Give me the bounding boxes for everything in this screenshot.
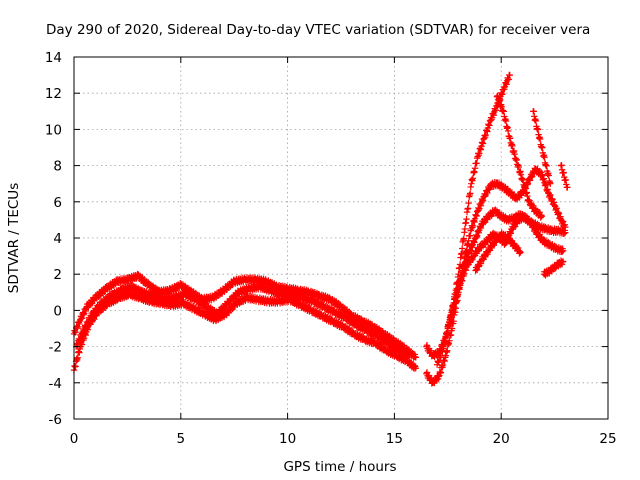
y-tick-label: 6 bbox=[53, 195, 62, 211]
data-point bbox=[564, 184, 571, 191]
x-tick-label: 20 bbox=[493, 431, 510, 447]
y-tick-label: -4 bbox=[49, 376, 62, 392]
series-satellite-track-A bbox=[70, 270, 419, 361]
data-point bbox=[461, 225, 469, 233]
series-satellite-track-J bbox=[530, 108, 554, 187]
x-axis-tick-labels: 0 5 10 15 20 25 bbox=[70, 431, 617, 447]
data-point bbox=[559, 247, 567, 254]
data-point bbox=[465, 199, 472, 207]
data-point bbox=[547, 180, 554, 187]
data-point bbox=[545, 172, 552, 179]
data-point bbox=[459, 245, 466, 252]
chart-title: Day 290 of 2020, Sidereal Day-to-day VTE… bbox=[46, 22, 590, 38]
data-point bbox=[562, 229, 569, 236]
y-tick-label: -2 bbox=[49, 340, 62, 356]
data-point bbox=[532, 117, 540, 125]
x-axis-label: GPS time / hours bbox=[283, 459, 396, 475]
data-point bbox=[460, 235, 468, 242]
data-point bbox=[536, 135, 544, 143]
x-tick-label: 0 bbox=[70, 431, 79, 447]
data-point bbox=[506, 71, 513, 79]
data-point bbox=[559, 258, 567, 265]
data-point bbox=[463, 215, 470, 223]
data-point bbox=[412, 365, 419, 372]
series-satellite-track-L bbox=[557, 162, 571, 191]
y-tick-label: 4 bbox=[53, 231, 62, 247]
axis-ticks bbox=[73, 56, 609, 420]
grid-lines bbox=[74, 57, 608, 419]
series-satellite-track-G bbox=[444, 212, 567, 332]
data-point bbox=[502, 117, 510, 125]
data-point bbox=[469, 175, 477, 182]
x-tick-label: 5 bbox=[177, 431, 186, 447]
series-satellite-track-K bbox=[540, 257, 567, 279]
y-tick-label: -6 bbox=[49, 412, 62, 428]
data-point bbox=[467, 190, 474, 197]
y-tick-label: 2 bbox=[53, 267, 62, 283]
y-tick-label: 10 bbox=[45, 122, 62, 138]
y-tick-label: 12 bbox=[45, 86, 62, 102]
data-point bbox=[444, 347, 451, 354]
y-axis-tick-labels: -6 -4 -2 0 2 4 6 8 10 12 14 bbox=[45, 50, 62, 428]
series-satellite-track-C bbox=[70, 289, 419, 374]
series-satellite-track-H bbox=[472, 229, 524, 274]
x-tick-label: 15 bbox=[386, 431, 403, 447]
y-axis-label: SDTVAR / TECUs bbox=[6, 183, 22, 293]
series-satellite-track-I bbox=[493, 92, 545, 221]
data-point bbox=[517, 249, 524, 256]
y-tick-label: 14 bbox=[45, 50, 62, 66]
x-tick-label: 25 bbox=[599, 431, 616, 447]
data-points bbox=[70, 71, 571, 387]
data-point bbox=[441, 338, 449, 345]
data-point bbox=[541, 154, 548, 161]
y-tick-label: 0 bbox=[53, 303, 62, 319]
data-point bbox=[538, 213, 545, 220]
data-point bbox=[412, 354, 419, 361]
y-tick-label: 8 bbox=[53, 159, 62, 175]
x-tick-label: 10 bbox=[279, 431, 296, 447]
